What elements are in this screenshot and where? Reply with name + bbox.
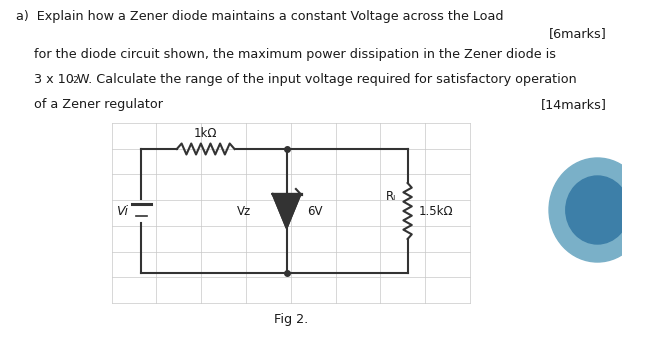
Text: 1.5kΩ: 1.5kΩ [419,205,454,217]
Text: 1kΩ: 1kΩ [194,127,217,140]
Text: Vz: Vz [237,205,251,217]
Text: for the diode circuit shown, the maximum power dissipation in the Zener diode is: for the diode circuit shown, the maximum… [33,48,556,61]
Text: -2: -2 [70,76,79,85]
Circle shape [566,176,629,244]
Text: of a Zener regulator: of a Zener regulator [33,98,162,111]
Text: a)  Explain how a Zener diode maintains a constant Voltage across the Load: a) Explain how a Zener diode maintains a… [16,10,503,23]
Text: 6V: 6V [307,205,323,217]
Polygon shape [273,194,301,228]
Text: Vi: Vi [116,205,128,217]
Text: Fig 2.: Fig 2. [274,314,308,326]
Text: W. Calculate the range of the input voltage required for satisfactory operation: W. Calculate the range of the input volt… [77,73,577,86]
Circle shape [549,158,646,262]
Text: 3 x 10: 3 x 10 [33,73,73,86]
Text: Rₗ: Rₗ [386,189,396,203]
Text: [14marks]: [14marks] [541,98,607,111]
Text: [6marks]: [6marks] [549,27,607,40]
